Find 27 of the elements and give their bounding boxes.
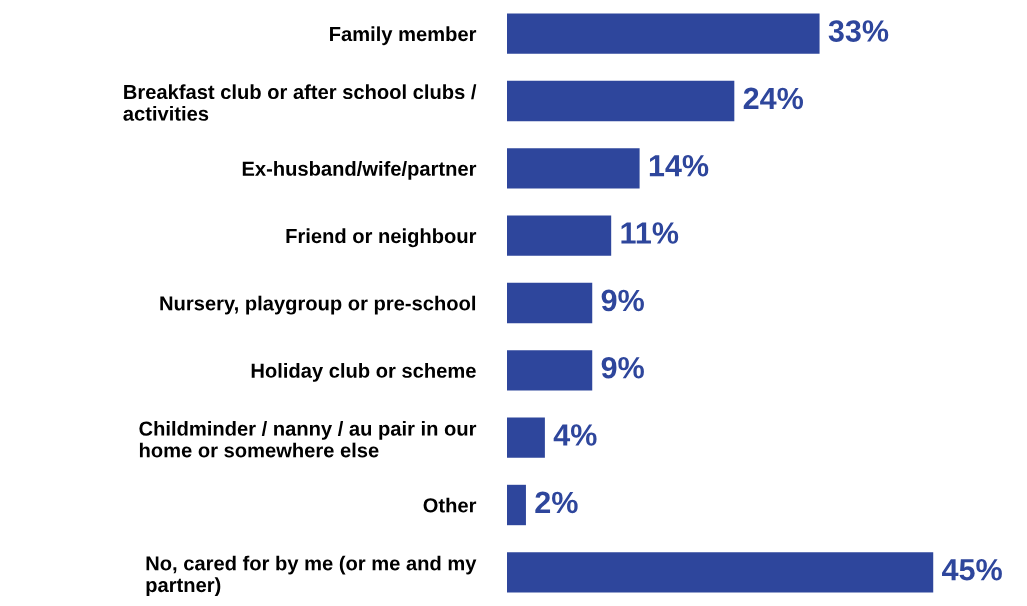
- y-tick-label: No, cared for by me (or me and my partner): [146, 555, 477, 597]
- y-tick-label: Breakfast club or after school clubs / activities: [123, 84, 477, 121]
- bar: [507, 148, 640, 189]
- bar: [507, 484, 526, 526]
- data-label: 4%: [553, 424, 597, 446]
- y-tick-label: Other: [423, 497, 477, 513]
- bar: [507, 552, 934, 593]
- data-label: 9%: [601, 289, 644, 312]
- data-label: 24%: [743, 87, 804, 110]
- data-label: 33%: [828, 20, 889, 42]
- bar: [507, 80, 735, 122]
- y-tick-label: Family member: [330, 26, 477, 46]
- bar: [507, 417, 545, 458]
- y-tick-label: Nursery, playgroup or pre-school: [160, 295, 476, 315]
- bar: [507, 215, 612, 256]
- bar: [507, 13, 820, 54]
- y-tick-label: Friend or neighbour: [286, 228, 477, 248]
- y-tick-label: Childminder / nanny / au pair in our home or somewhere else: [139, 420, 477, 458]
- data-label: 9%: [601, 356, 644, 379]
- bar: [507, 350, 593, 391]
- y-tick-label: Holiday club or scheme: [251, 363, 476, 382]
- bar: [507, 282, 593, 324]
- data-label: 11%: [621, 222, 679, 244]
- data-label: 14%: [649, 154, 709, 177]
- data-label: 45%: [942, 558, 1002, 581]
- data-label: 2%: [535, 491, 578, 514]
- y-tick-label: Ex-husband/wife/partner: [242, 161, 477, 180]
